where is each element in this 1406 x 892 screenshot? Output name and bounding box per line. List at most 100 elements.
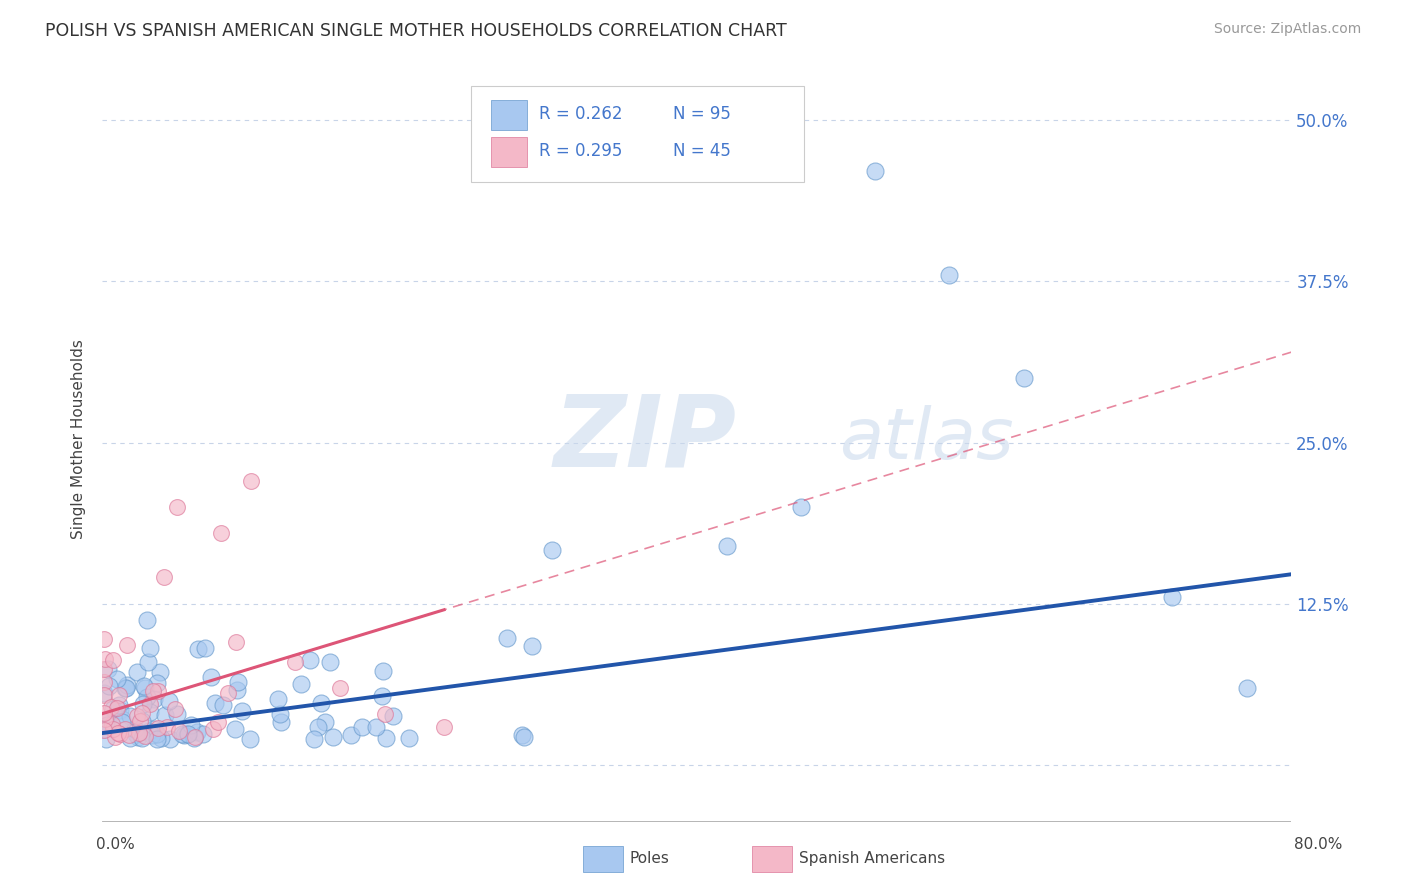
Point — [156, 720, 179, 734]
Point — [111, 714, 134, 729]
Point — [129, 714, 152, 728]
Point — [191, 726, 214, 740]
Point — [118, 728, 141, 742]
Point — [269, 707, 291, 722]
Text: N = 45: N = 45 — [673, 142, 731, 161]
Point — [142, 722, 165, 736]
Point — [93, 686, 115, 700]
Text: 0.0%: 0.0% — [96, 837, 135, 852]
Point — [111, 713, 134, 727]
FancyBboxPatch shape — [491, 101, 527, 129]
Point — [176, 727, 198, 741]
Point — [180, 718, 202, 732]
Point — [138, 724, 160, 739]
Point — [96, 731, 118, 746]
Point — [302, 732, 325, 747]
Point — [146, 684, 169, 698]
Text: Source: ZipAtlas.com: Source: ZipAtlas.com — [1213, 22, 1361, 37]
Y-axis label: Single Mother Households: Single Mother Households — [72, 339, 86, 540]
Point — [166, 500, 188, 515]
Point — [108, 698, 131, 712]
Text: R = 0.262: R = 0.262 — [538, 105, 621, 123]
Point — [93, 713, 115, 727]
Point — [166, 706, 188, 721]
Point — [127, 708, 149, 723]
Point — [299, 653, 322, 667]
Point — [93, 688, 115, 702]
Point — [184, 730, 207, 744]
Point — [120, 731, 142, 746]
Point — [225, 635, 247, 649]
Point — [124, 722, 146, 736]
Point — [863, 164, 886, 178]
Point — [114, 681, 136, 695]
Point — [239, 731, 262, 746]
Point — [93, 632, 115, 646]
Point — [382, 708, 405, 723]
Point — [93, 723, 115, 737]
Point — [149, 665, 172, 680]
Point — [270, 714, 292, 729]
Point — [107, 689, 129, 703]
Point — [153, 570, 176, 584]
Point — [93, 662, 115, 676]
Text: ZIP: ZIP — [554, 391, 737, 488]
Point — [204, 696, 226, 710]
Text: atlas: atlas — [839, 405, 1014, 474]
Point — [267, 691, 290, 706]
Point — [173, 728, 195, 742]
Point — [201, 722, 224, 736]
Point — [716, 539, 738, 553]
Point — [1161, 591, 1184, 605]
Point — [167, 724, 190, 739]
Point — [790, 500, 813, 515]
Point — [512, 730, 534, 744]
Text: R = 0.295: R = 0.295 — [538, 142, 621, 161]
Point — [125, 726, 148, 740]
Point — [186, 725, 208, 739]
Point — [146, 732, 169, 747]
Point — [128, 726, 150, 740]
Point — [127, 730, 149, 744]
Point — [139, 705, 162, 719]
Point — [146, 721, 169, 735]
Point — [107, 726, 129, 740]
Point — [226, 683, 249, 698]
Text: 80.0%: 80.0% — [1295, 837, 1343, 852]
Point — [239, 475, 262, 489]
Point — [105, 673, 128, 687]
Point — [159, 732, 181, 747]
Point — [163, 702, 186, 716]
Point — [510, 728, 533, 742]
Point — [136, 690, 159, 705]
Point — [96, 718, 118, 732]
Point — [433, 720, 456, 734]
Point — [176, 727, 198, 741]
Point — [212, 698, 235, 712]
Point — [374, 706, 396, 721]
Point — [101, 717, 124, 731]
Point — [93, 706, 115, 721]
Point — [209, 525, 232, 540]
Point — [398, 731, 420, 746]
Point — [146, 675, 169, 690]
Point — [155, 708, 177, 723]
Point — [290, 677, 312, 691]
Point — [170, 726, 193, 740]
FancyBboxPatch shape — [491, 137, 527, 167]
Point — [374, 731, 396, 746]
Point — [520, 639, 543, 653]
Point — [132, 679, 155, 693]
Point — [150, 731, 173, 745]
Point — [329, 681, 352, 695]
Point — [93, 722, 115, 736]
Text: Poles: Poles — [630, 852, 669, 866]
Point — [93, 675, 115, 690]
Point — [108, 703, 131, 717]
Point — [94, 652, 117, 666]
Point — [139, 697, 162, 711]
Point — [226, 675, 249, 690]
Point — [118, 708, 141, 723]
Point — [350, 720, 373, 734]
Point — [307, 720, 329, 734]
